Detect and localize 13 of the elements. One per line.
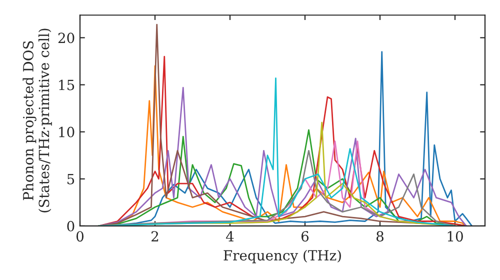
x-tick-label: 4 xyxy=(226,231,234,242)
x-tick-label: 6 xyxy=(302,231,309,242)
y-tick-label: 5 xyxy=(67,174,74,184)
x-tick-label: 0 xyxy=(76,231,84,242)
x-tick-label: 8 xyxy=(376,231,384,242)
y-tick-label: 20 xyxy=(58,32,74,44)
x-tick-label: 2 xyxy=(152,231,158,242)
y-tick-label: 15 xyxy=(59,80,74,90)
x-axis-title: Frequency (THz) xyxy=(224,250,341,264)
x-tick-label: 10 xyxy=(448,231,463,242)
y-tick-label: 10 xyxy=(59,126,74,138)
y-axis-title: Phonon projected DOS (States/THz·primitive cell) xyxy=(22,28,52,212)
y-tick-label: 0 xyxy=(67,220,74,232)
